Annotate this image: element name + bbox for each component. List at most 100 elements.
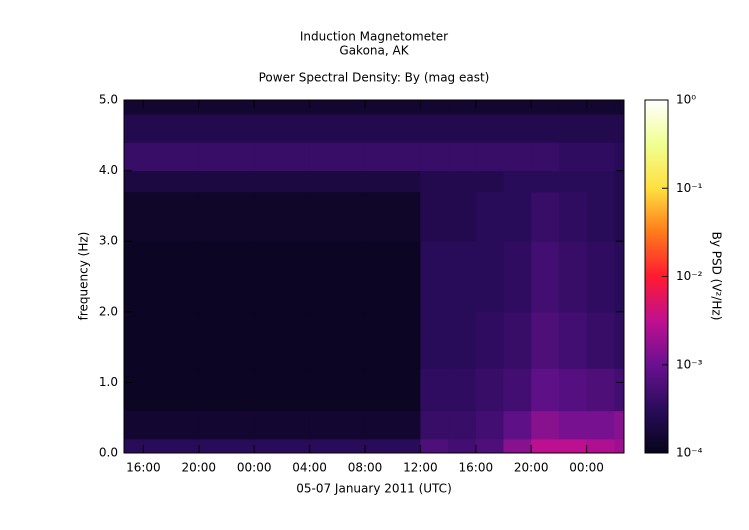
heatmap-cell [531,100,560,115]
heatmap-cell [124,368,200,412]
heatmap-cell [198,114,255,143]
colorbar-tick-label: 10⁰ [676,93,696,107]
heatmap-cell [503,191,532,242]
x-tick-label: 04:00 [292,461,327,475]
heatmap-cell [198,191,255,242]
heatmap-cell [475,114,505,143]
heatmap-cell [309,241,366,313]
heatmap-cell [309,100,366,115]
heatmap-cell [124,241,200,313]
heatmap-cell [448,438,477,454]
x-tick-label: 00:00 [569,461,604,475]
heatmap-cell [531,191,560,242]
heatmap-cell [198,410,255,440]
y-tick-label: 3.0 [99,234,118,248]
heatmap-cell [558,100,588,115]
heatmap-cell [558,142,588,172]
heatmap-cell [420,311,449,369]
heatmap-cell [124,438,200,454]
heatmap-cell [448,142,477,172]
heatmap-cell [503,368,532,412]
heatmap-cell [503,100,532,115]
heatmap-cell [531,241,560,313]
heatmap-cell [614,410,625,440]
heatmap-cell [475,410,505,440]
heatmap-cell [448,368,477,412]
heatmap-cell [614,114,625,143]
heatmap-cell [309,311,366,369]
heatmap-cell [503,114,532,143]
heatmap-cell [420,438,449,454]
heatmap-cell [475,170,505,193]
x-tick-label: 20:00 [514,461,549,475]
heatmap-cell [586,410,615,440]
heatmap-cell [420,241,449,313]
heatmap-cell [475,241,505,313]
heatmap-cell [124,410,200,440]
heatmap-cell [364,142,421,172]
heatmap-cell [254,100,311,115]
heatmap-cell [586,170,615,193]
chart-subtitle: Power Spectral Density: By (mag east) [259,71,490,85]
heatmap-cell [309,142,366,172]
heatmap-cell [254,368,311,412]
heatmap-cell [614,438,625,454]
colorbar-tick-label: 10⁻² [676,269,703,283]
heatmap-cell [198,368,255,412]
heatmap-cell [503,241,532,313]
heatmap-cell [531,170,560,193]
heatmap-cell [586,100,615,115]
x-axis-label: 05-07 January 2011 (UTC) [296,482,452,496]
heatmap-cell [309,438,366,454]
heatmap-cell [198,142,255,172]
heatmap-cell [614,191,625,242]
heatmap-cell [614,100,625,115]
heatmap-cell [614,241,625,313]
heatmap-cell [364,438,421,454]
heatmap-cell [124,114,200,143]
heatmap-cell [198,241,255,313]
heatmap-cell [531,368,560,412]
heatmap-cell [198,311,255,369]
heatmap-cell [614,170,625,193]
colorbar-tick-label: 10⁻¹ [676,181,703,195]
heatmap-cell [254,241,311,313]
heatmap-cell [364,241,421,313]
heatmap-cell [558,170,588,193]
heatmap-cell [420,410,449,440]
heatmap-cell [531,438,560,454]
heatmap-cell [309,191,366,242]
heatmap-cell [364,100,421,115]
heatmap-cell [448,100,477,115]
heatmap-cell [254,410,311,440]
heatmap-cell [558,114,588,143]
heatmap-cell [448,311,477,369]
heatmap-cell [503,142,532,172]
heatmap-cell [254,191,311,242]
heatmap-cell [448,114,477,143]
heatmap-cell [614,311,625,369]
heatmap-cell [531,142,560,172]
heatmap-cell [364,114,421,143]
x-tick-label: 08:00 [348,461,383,475]
heatmap-cell [586,241,615,313]
heatmap-cell [420,100,449,115]
heatmap-cell [254,170,311,193]
heatmap-cell [420,170,449,193]
heatmap-cell [531,311,560,369]
x-tick-label: 16:00 [459,461,494,475]
heatmap-cell [124,170,200,193]
heatmap-cell [309,114,366,143]
heatmap-cell [475,311,505,369]
colorbar-label: By PSD (V²/Hz) [710,232,724,321]
heatmap-cell [254,142,311,172]
heatmap-cell [309,170,366,193]
heatmap-cell [503,311,532,369]
heatmap-cell [364,368,421,412]
heatmap-cell [586,438,615,454]
chart-title: Gakona, AK [339,44,409,58]
heatmap-cell [309,368,366,412]
heatmap-cell [198,170,255,193]
heatmap-cell [475,100,505,115]
